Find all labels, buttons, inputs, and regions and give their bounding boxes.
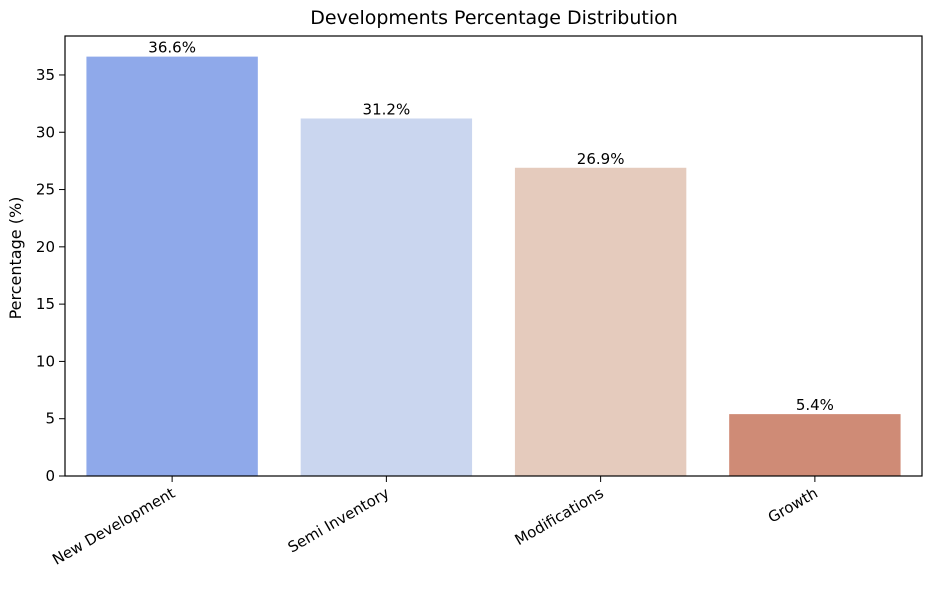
bar-value-label: 26.9% — [577, 150, 625, 168]
y-axis-title: Percentage (%) — [6, 197, 25, 320]
x-axis-ticks: New Development Semi Inventory Modificatio… — [49, 476, 821, 569]
bar — [86, 56, 258, 476]
bar — [729, 414, 901, 476]
bar-value-label: 5.4% — [796, 396, 834, 414]
bar-value-label: 31.2% — [363, 101, 411, 119]
y-tick-label: 30 — [36, 123, 55, 141]
x-tick-label: Growth — [765, 484, 821, 527]
x-tick-label: New Development — [49, 484, 178, 569]
bar — [300, 118, 473, 476]
y-tick-label: 20 — [36, 238, 55, 256]
bar — [514, 167, 687, 477]
y-axis-ticks: 0 5 10 15 20 25 30 35 — [36, 66, 65, 485]
plot-frame — [64, 35, 923, 477]
chart-title: Developments Percentage Distribution — [310, 7, 678, 29]
y-tick-label: 10 — [36, 352, 55, 370]
x-tick-label: Semi Inventory — [285, 484, 393, 557]
y-tick-label: 15 — [36, 295, 55, 313]
y-tick-label: 0 — [45, 467, 55, 485]
x-tick-label: Modifications — [512, 484, 607, 549]
y-tick-label: 35 — [36, 66, 55, 84]
y-tick-label: 5 — [45, 410, 55, 428]
data-labels-group: 36.6% 31.2% 26.9% 5.4% — [148, 39, 834, 415]
bars-group — [86, 56, 901, 477]
y-tick-label: 25 — [36, 181, 55, 199]
bar-value-label: 36.6% — [148, 39, 196, 57]
